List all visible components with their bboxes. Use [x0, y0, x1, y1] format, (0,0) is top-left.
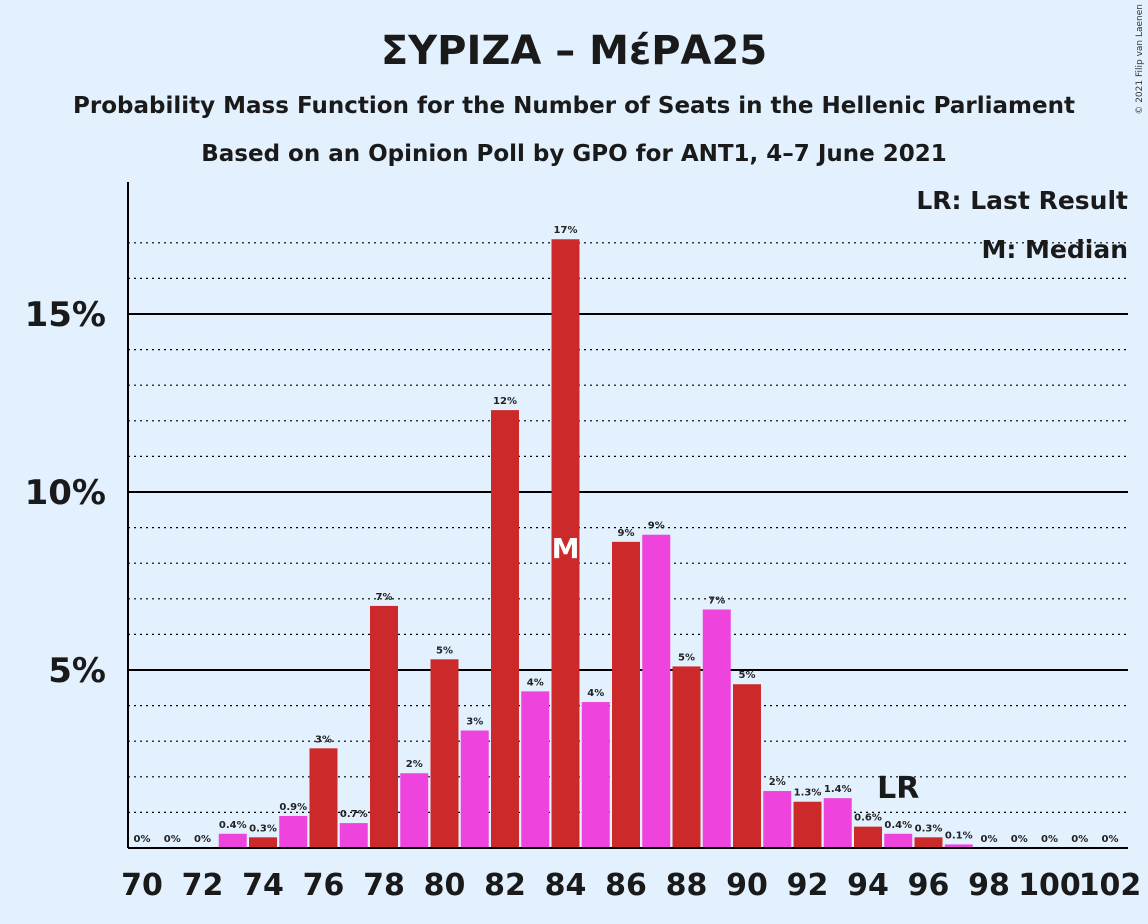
copyright-note: © 2021 Filip van Laenen: [1135, 4, 1145, 115]
bar-seat-88: [672, 666, 701, 848]
bar-value-label: 0.4%: [219, 820, 247, 831]
bar-seat-90: [733, 684, 761, 848]
bar-value-label: 0.6%: [854, 813, 882, 824]
bar-value-label: 9%: [648, 521, 665, 532]
bar-value-label: 0%: [1041, 834, 1058, 845]
bar-seat-81: [460, 730, 489, 848]
bar-seat-78: [370, 605, 398, 848]
bar-value-label: 0.3%: [249, 823, 277, 834]
bar-value-label: 0%: [194, 834, 211, 845]
x-tick-label: 78: [363, 868, 405, 903]
bar-seat-79: [400, 773, 429, 848]
x-tick-label: 76: [303, 868, 345, 903]
bar-value-label: 0%: [1011, 834, 1028, 845]
bar-seat-74: [249, 837, 277, 848]
x-tick-label: 82: [484, 868, 526, 903]
median-marker: M: [552, 532, 580, 565]
bar-seat-83: [521, 691, 550, 848]
bar-value-label: 4%: [527, 677, 544, 688]
x-tick-label: 98: [968, 868, 1010, 903]
bar-value-label: 7%: [708, 595, 725, 606]
bar-value-label: 0%: [1071, 834, 1088, 845]
y-tick-label: 5%: [48, 651, 106, 691]
bar-value-label: 12%: [493, 396, 517, 407]
bar-seat-84: [551, 239, 580, 849]
bar-value-label: 3%: [466, 717, 483, 728]
bar-seat-89: [702, 609, 731, 848]
x-tick-label: 92: [787, 868, 829, 903]
bar-seat-97: [944, 844, 973, 848]
x-tick-label: 86: [605, 868, 647, 903]
bar-seat-82: [491, 410, 519, 848]
x-tick-label: 74: [242, 868, 284, 903]
bar-value-label: 0%: [164, 834, 181, 845]
bar-value-label: 1.3%: [794, 788, 822, 799]
bar-value-label: 17%: [554, 225, 578, 236]
bar-value-label: 0.1%: [945, 830, 973, 841]
last-result-marker: LR: [877, 771, 919, 806]
bar-value-label: 2%: [769, 777, 786, 788]
chart-title: ΣΥΡΙΖΑ – ΜέΡΑ25: [381, 28, 767, 74]
bar-value-label: 5%: [678, 652, 695, 663]
bar-seat-92: [793, 801, 822, 848]
bar-seat-76: [309, 748, 338, 848]
bar-value-label: 0%: [134, 834, 151, 845]
bar-seat-94: [854, 826, 882, 848]
y-axis-ticks: 5% 10% 15%: [25, 295, 106, 691]
bar-seat-75: [279, 815, 308, 848]
bar-seat-80: [430, 659, 459, 848]
x-tick-label: 94: [847, 868, 889, 903]
bar-seat-93: [823, 798, 852, 848]
x-tick-label: 102: [1079, 868, 1142, 903]
bar-value-label: 0.3%: [915, 823, 943, 834]
legend-median: M: Median: [981, 235, 1128, 264]
x-tick-label: 72: [182, 868, 224, 903]
bar-value-label: 7%: [376, 592, 393, 603]
bar-value-label: 0%: [981, 834, 998, 845]
bar-value-label: 0.7%: [340, 809, 368, 820]
bar-value-label: 2%: [406, 759, 423, 770]
bar-value-label: 9%: [618, 528, 635, 539]
x-tick-label: 96: [908, 868, 950, 903]
x-tick-label: 90: [726, 868, 768, 903]
bar-value-label: 0%: [1102, 834, 1119, 845]
bar-seat-73: [218, 833, 247, 848]
x-tick-label: 100: [1018, 868, 1081, 903]
bar-value-label: 4%: [587, 688, 604, 699]
bar-value-label: 1.4%: [824, 784, 852, 795]
bar-seat-77: [339, 823, 368, 848]
bar-seat-85: [581, 702, 610, 848]
bar-value-label: 0.9%: [279, 802, 307, 813]
x-tick-label: 88: [666, 868, 708, 903]
x-tick-label: 70: [121, 868, 163, 903]
bar-seat-87: [642, 534, 671, 848]
bar-seat-96: [914, 837, 943, 848]
y-tick-label: 15%: [25, 295, 106, 335]
bar-value-label: 3%: [315, 734, 332, 745]
bar-seat-91: [763, 791, 792, 848]
bar-value-labels: 0% 0% 0%0.4% 0.3%0.9%3%0.7%7%2%5%3%12%4%17%…: [134, 225, 1119, 845]
bar-value-label: 5%: [739, 670, 756, 681]
bar-seat-86: [612, 541, 640, 848]
bar-seat-95: [884, 833, 913, 848]
y-tick-label: 10%: [25, 473, 106, 513]
x-tick-label: 80: [424, 868, 466, 903]
bar-value-label: 0.4%: [884, 820, 912, 831]
x-tick-label: 84: [545, 868, 587, 903]
chart-subtitle-1: Probability Mass Function for the Number…: [73, 93, 1075, 119]
chart-subtitle-2: Based on an Opinion Poll by GPO for ANT1…: [201, 141, 947, 167]
bar-value-label: 5%: [436, 645, 453, 656]
markers: M LR: [552, 532, 920, 806]
legend-last-result: LR: Last Result: [916, 186, 1128, 215]
bars: [218, 239, 973, 849]
